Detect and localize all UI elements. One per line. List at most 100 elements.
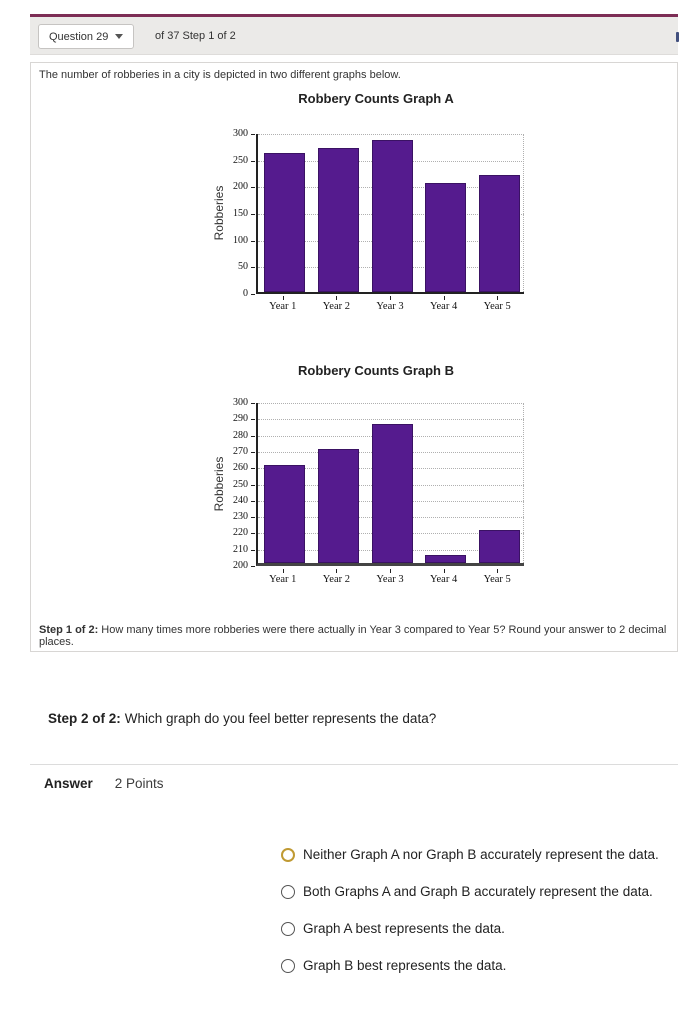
x-tick-mark: [497, 569, 499, 573]
x-tick-mark: [282, 569, 284, 573]
x-tick-label: Year 4: [429, 301, 458, 312]
x-tick-label: Year 2: [322, 301, 350, 312]
section-divider: [30, 764, 678, 765]
x-tick-mark: [336, 296, 338, 300]
chart-right-border: [523, 134, 524, 292]
x-tick-mark: [497, 296, 499, 300]
clipped-edge-element: [676, 32, 679, 42]
accent-top-line: [30, 14, 678, 17]
question-content-panel: The number of robberies in a city is dep…: [30, 62, 678, 652]
y-tick-label: 210: [233, 543, 248, 555]
question-progress-text: of 37 Step 1 of 2: [155, 30, 236, 42]
question-selector-button[interactable]: Question 29: [38, 24, 135, 49]
bar-year-2: [318, 148, 359, 292]
answer-option-label: Both Graphs A and Graph B accurately rep…: [303, 884, 653, 899]
bar-year-5: [479, 175, 520, 292]
answer-label: Answer: [44, 776, 93, 791]
step2-text: Which graph do you feel better represent…: [124, 711, 437, 726]
y-tick-label: 300: [233, 397, 248, 408]
x-tick-label: Year 2: [322, 574, 350, 585]
question-header-bar: Question 29 of 37 Step 1 of 2: [30, 17, 678, 55]
step2-label: Step 2 of 2:: [48, 711, 121, 726]
y-tick-mark: [251, 419, 255, 421]
radio-button-icon[interactable]: [281, 847, 295, 862]
radio-button-icon[interactable]: [281, 884, 295, 899]
chart-plot-area: [256, 134, 524, 294]
y-tick-mark: [251, 267, 255, 269]
gridline: [258, 419, 524, 421]
x-tick-mark: [282, 296, 284, 300]
y-tick-label: 220: [233, 527, 248, 539]
y-tick-label: 230: [233, 511, 248, 523]
answer-option-2[interactable]: Both Graphs A and Graph B accurately rep…: [281, 882, 681, 901]
y-tick-mark: [251, 566, 255, 567]
answer-option-label: Graph A best represents the data.: [303, 921, 505, 936]
bar-year-2: [318, 449, 359, 563]
bar-year-1: [264, 465, 305, 563]
y-tick-label: 50: [238, 261, 248, 273]
y-tick-label: 240: [233, 494, 248, 506]
y-tick-label: 290: [233, 413, 248, 425]
bar-year-4: [425, 555, 466, 563]
x-tick-mark: [443, 296, 445, 300]
y-tick-mark: [251, 294, 255, 295]
chart-right-border: [523, 403, 524, 563]
bar-year-3: [372, 140, 413, 292]
y-tick-label: 270: [233, 445, 248, 457]
y-tick-label: 260: [233, 462, 248, 474]
x-tick-label: Year 1: [269, 301, 297, 312]
y-tick-mark: [251, 403, 255, 404]
chart-graph-b: Robbery Counts Graph B 200 210 220 230 240 250…: [211, 363, 541, 595]
radio-button-icon[interactable]: [281, 921, 295, 936]
bar-year-4: [425, 183, 466, 292]
question-selector-label: Question 29: [49, 30, 109, 43]
step1-prompt: Step 1 of 2: How many times more robberie…: [39, 624, 677, 648]
y-tick-mark: [251, 240, 255, 242]
y-tick-label: 200: [233, 560, 248, 571]
y-tick-mark: [251, 160, 255, 162]
x-tick-label: Year 3: [376, 301, 404, 312]
question-intro-text: The number of robberies in a city is dep…: [39, 69, 401, 81]
radio-button-icon[interactable]: [281, 958, 295, 973]
x-tick-mark: [390, 569, 391, 573]
chart-title: Robbery Counts Graph B: [297, 363, 454, 378]
y-tick-label: 280: [233, 429, 248, 441]
bar-year-1: [264, 153, 305, 292]
y-tick-mark: [251, 134, 255, 135]
y-tick-mark: [251, 484, 255, 486]
y-tick-label: 250: [233, 154, 248, 166]
y-tick-mark: [251, 549, 255, 551]
y-tick-label: 0: [243, 288, 248, 299]
answer-option-3[interactable]: Graph A best represents the data.: [281, 919, 681, 938]
y-tick-mark: [251, 214, 255, 215]
chart-plot-area: [256, 403, 524, 566]
gridline: [258, 134, 524, 135]
x-tick-mark: [390, 296, 391, 300]
bar-year-5: [479, 530, 520, 563]
chevron-down-icon: [115, 34, 124, 39]
step2-prompt: Step 2 of 2: Which graph do you feel bett…: [48, 711, 436, 726]
gridline: [258, 403, 524, 404]
y-tick-label: 150: [233, 208, 248, 219]
answer-option-1[interactable]: Neither Graph A nor Graph B accurately r…: [281, 845, 681, 864]
step1-label: Step 1 of 2:: [39, 624, 99, 636]
answer-option-4[interactable]: Graph B best represents the data.: [281, 956, 681, 975]
y-tick-mark: [251, 451, 255, 453]
y-tick-mark: [251, 500, 255, 502]
y-tick-label: 100: [233, 234, 248, 246]
chart-graph-a: Robbery Counts Graph A 0 50 100 150 200 250 300…: [211, 91, 541, 323]
chart-title: Robbery Counts Graph A: [298, 91, 454, 106]
y-axis-label: Robberies: [212, 456, 226, 511]
x-tick-mark: [443, 569, 445, 573]
answer-option-label: Graph B best represents the data.: [303, 958, 507, 973]
x-tick-label: Year 5: [483, 574, 511, 585]
answer-options: Neither Graph A nor Graph B accurately r…: [281, 845, 681, 993]
y-tick-mark: [251, 435, 255, 437]
y-tick-label: 200: [233, 181, 248, 193]
step1-text: How many times more robberies were there…: [39, 624, 667, 648]
y-tick-mark: [251, 533, 255, 535]
y-axis-label: Robberies: [212, 185, 226, 241]
x-tick-label: Year 1: [269, 574, 297, 585]
x-tick-mark: [336, 569, 338, 573]
